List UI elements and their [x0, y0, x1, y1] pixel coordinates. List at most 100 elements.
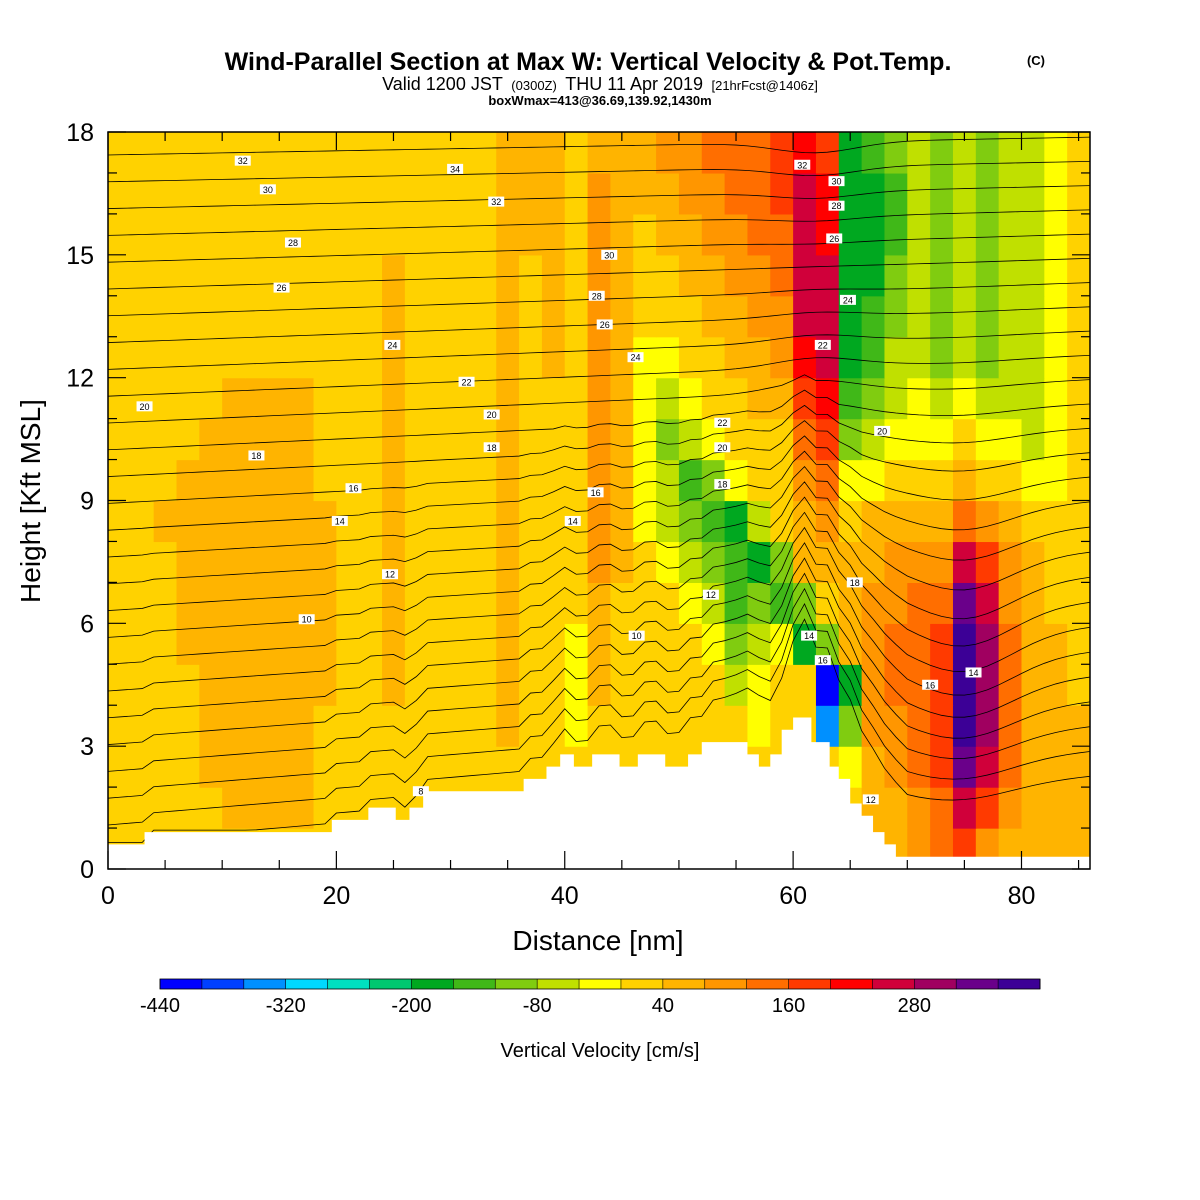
velocity-cell: [245, 664, 269, 706]
velocity-cell: [884, 541, 908, 583]
contour-label: 30: [263, 185, 273, 195]
velocity-cell: [747, 705, 771, 747]
velocity-cell: [1067, 132, 1090, 174]
velocity-cell: [450, 213, 474, 256]
velocity-cell: [153, 213, 178, 256]
velocity-cell: [884, 500, 908, 543]
x-tick-label: 80: [1008, 882, 1036, 910]
velocity-cell: [267, 213, 292, 256]
contour-label: 16: [348, 484, 358, 494]
velocity-cell: [587, 582, 612, 624]
contour-label: 16: [925, 680, 935, 690]
valid-time-line: Valid 1200 JST (0300Z) THU 11 Apr 2019 […: [382, 74, 818, 94]
velocity-cell: [656, 172, 680, 215]
velocity-cell: [176, 746, 200, 788]
velocity-cell: [1021, 418, 1045, 461]
colorbar-swatch: [201, 979, 245, 989]
velocity-cell: [496, 705, 520, 747]
velocity-cell: [952, 746, 977, 788]
isentrope-line: [108, 330, 1090, 370]
velocity-cell: [473, 664, 497, 706]
velocity-cell: [678, 132, 703, 174]
velocity-cell: [541, 664, 566, 706]
contour-label: 20: [140, 402, 150, 412]
colorbar-swatch: [579, 979, 622, 989]
velocity-cell: [975, 172, 1000, 215]
velocity-cell: [907, 787, 931, 829]
velocity-cell: [427, 500, 452, 543]
colorbar-swatch: [746, 979, 790, 989]
velocity-cell: [656, 132, 680, 174]
velocity-cell: [838, 582, 863, 624]
velocity-cell: [222, 746, 246, 788]
velocity-cell: [633, 295, 657, 338]
velocity-cell: [245, 459, 269, 502]
velocity-cell: [975, 377, 1000, 420]
velocity-cell: [404, 746, 429, 788]
velocity-cell: [359, 623, 383, 665]
velocity-cell: [793, 623, 817, 665]
velocity-cell: [770, 541, 794, 583]
velocity-cell: [108, 336, 132, 379]
contour-label: 30: [604, 250, 614, 260]
velocity-cell: [793, 664, 817, 706]
velocity-cell: [815, 500, 840, 543]
velocity-cell: [747, 623, 771, 665]
copyright-mark: (C): [1027, 53, 1045, 68]
velocity-cell: [519, 172, 543, 215]
velocity-cell: [747, 254, 771, 297]
isentrope-line: [108, 557, 1090, 745]
contour-label-bg: [382, 569, 399, 580]
isentrope-line: [108, 257, 1090, 290]
velocity-cell: [656, 336, 680, 379]
colorbar-swatch: [704, 979, 748, 989]
velocity-cell: [610, 582, 634, 624]
velocity-cell: [610, 132, 634, 174]
velocity-cell: [1021, 132, 1045, 174]
velocity-cell: [404, 500, 429, 543]
velocity-cell: [108, 746, 132, 788]
y-tick-label: 18: [66, 119, 94, 147]
velocity-cell: [496, 132, 520, 174]
y-tick-labels: 0 3 6 9 12 15 18: [66, 119, 94, 884]
velocity-cell: [678, 582, 703, 624]
velocity-cell: [952, 132, 977, 174]
velocity-cell: [153, 459, 178, 502]
velocity-cell: [473, 746, 497, 788]
velocity-cell: [359, 213, 383, 256]
velocity-cell: [404, 172, 429, 215]
velocity-cell: [793, 295, 817, 338]
velocity-cell: [701, 254, 726, 297]
velocity-cell: [222, 664, 246, 706]
velocity-cell: [1067, 664, 1090, 706]
colorbar-swatch: [327, 979, 371, 989]
velocity-cell: [473, 705, 497, 747]
velocity-cell: [724, 582, 749, 624]
velocity-cell: [884, 787, 908, 829]
contour-label-bg: [596, 319, 613, 330]
contour-label-bg: [483, 442, 500, 453]
velocity-cell: [930, 377, 954, 420]
velocity-cell: [1021, 787, 1045, 829]
contour-label-bg: [136, 401, 153, 412]
velocity-cell: [496, 500, 520, 543]
velocity-cell: [267, 705, 292, 747]
velocity-cell: [427, 377, 452, 420]
velocity-cell: [382, 418, 406, 461]
velocity-cell: [404, 418, 429, 461]
velocity-cell: [290, 787, 315, 829]
velocity-cell: [952, 295, 977, 338]
velocity-cell: [336, 172, 360, 215]
velocity-cell: [770, 254, 794, 297]
velocity-cell: [336, 541, 360, 583]
velocity-cell: [975, 132, 1000, 174]
velocity-cell: [359, 500, 383, 543]
velocity-cell: [884, 582, 908, 624]
velocity-cell: [541, 336, 566, 379]
contour-label-bg: [801, 630, 818, 641]
velocity-cell: [541, 295, 566, 338]
velocity-cell: [838, 705, 863, 747]
velocity-cell: [747, 295, 771, 338]
velocity-cell: [496, 254, 520, 297]
velocity-cell: [861, 132, 886, 174]
